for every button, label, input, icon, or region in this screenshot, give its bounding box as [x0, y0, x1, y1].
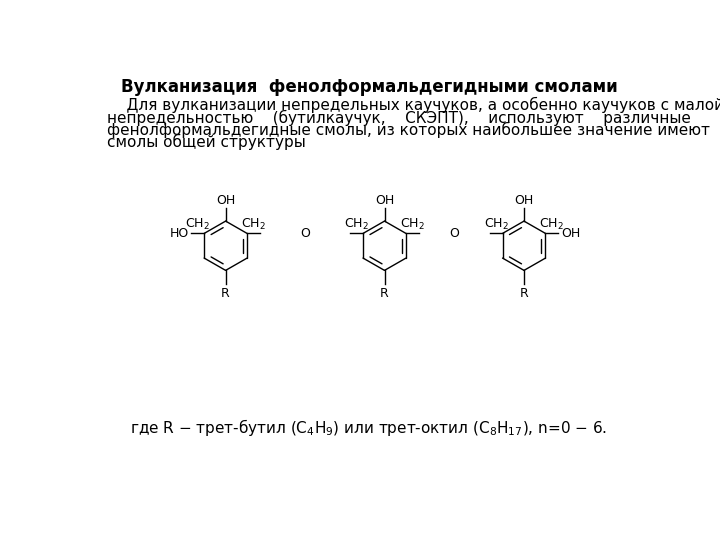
Text: смолы общей структуры: смолы общей структуры: [107, 134, 306, 150]
Text: CH$_2$: CH$_2$: [484, 217, 508, 232]
Text: HO: HO: [170, 227, 189, 240]
Text: R: R: [380, 287, 389, 300]
Text: OH: OH: [561, 227, 580, 240]
Text: CH$_2$: CH$_2$: [241, 217, 266, 232]
Text: O: O: [300, 227, 310, 240]
Text: где R $-$ трет-бутил (C$_4$H$_9$) или трет-октил (C$_8$H$_{17}$), n=0 $-$ 6.: где R $-$ трет-бутил (C$_4$H$_9$) или тр…: [130, 417, 608, 438]
Text: OH: OH: [216, 194, 235, 207]
Text: CH$_2$: CH$_2$: [185, 217, 210, 232]
Text: O: O: [449, 227, 459, 240]
Text: непредельностью    (бутилкаучук,    СКЭПТ),    используют    различные: непредельностью (бутилкаучук, СКЭПТ), ис…: [107, 110, 691, 126]
Text: CH$_2$: CH$_2$: [344, 217, 369, 232]
Text: OH: OH: [375, 194, 394, 207]
Text: R: R: [221, 287, 230, 300]
Text: CH$_2$: CH$_2$: [400, 217, 425, 232]
Text: OH: OH: [514, 194, 534, 207]
Text: R: R: [520, 287, 528, 300]
Text: Для вулканизации непредельных каучуков, а особенно каучуков с малой: Для вулканизации непредельных каучуков, …: [107, 97, 720, 113]
Text: CH$_2$: CH$_2$: [539, 217, 564, 232]
Text: фенолформальдегидные смолы, из которых наибольшее значение имеют: фенолформальдегидные смолы, из которых н…: [107, 122, 710, 138]
Text: Вулканизация  фенолформальдегидными смолами: Вулканизация фенолформальдегидными смола…: [121, 78, 617, 96]
